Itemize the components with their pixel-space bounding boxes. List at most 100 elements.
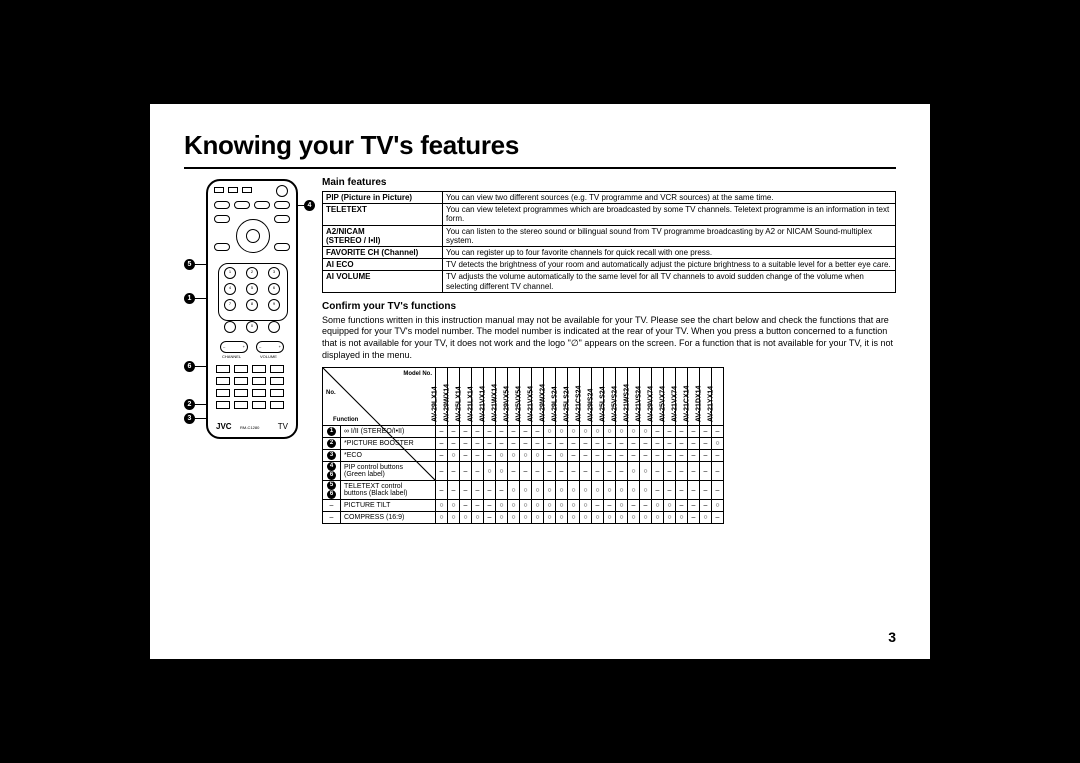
matrix-cell: – [712, 450, 724, 462]
matrix-cell: ○ [544, 481, 556, 500]
volume-rocker: –+ [256, 341, 284, 353]
row-function: TELETEXT controlbuttons (Black label) [341, 481, 436, 500]
feature-name: PIP (Picture in Picture) [323, 192, 443, 204]
matrix-cell: – [664, 426, 676, 438]
matrix-cell: – [688, 426, 700, 438]
matrix-cell: – [700, 481, 712, 500]
matrix-cell: ○ [628, 512, 640, 524]
matrix-cell: – [688, 450, 700, 462]
brand-label: JVC [216, 422, 232, 431]
matrix-cell: – [448, 426, 460, 438]
matrix-cell: ○ [652, 500, 664, 512]
matrix-cell: ○ [592, 481, 604, 500]
matrix-cell: ○ [592, 426, 604, 438]
feature-name: A2/NICAM(STEREO / I•II) [323, 225, 443, 246]
remote-button [254, 201, 270, 209]
matrix-cell: – [616, 462, 628, 481]
matrix-cell: ○ [460, 512, 472, 524]
remote-button [252, 389, 266, 397]
matrix-cell: – [712, 426, 724, 438]
function-matrix-table: Model No.No.FunctionAV-29LX14AV-29WX14AV… [322, 367, 724, 524]
callout-lead [195, 418, 207, 419]
matrix-cell: ○ [568, 481, 580, 500]
matrix-cell: ○ [664, 500, 676, 512]
matrix-cell: – [700, 500, 712, 512]
num-4: 4 [224, 283, 236, 295]
matrix-cell: ○ [640, 512, 652, 524]
feature-name: FAVORITE CH (Channel) [323, 246, 443, 258]
matrix-cell: ○ [544, 500, 556, 512]
matrix-cell: – [508, 462, 520, 481]
matrix-cell: – [460, 450, 472, 462]
row-ref: 56 [323, 481, 341, 500]
matrix-cell: – [592, 438, 604, 450]
matrix-cell: ○ [508, 512, 520, 524]
matrix-corner: Model No.No.Function [323, 368, 436, 426]
matrix-cell: – [676, 426, 688, 438]
matrix-cell: ○ [556, 481, 568, 500]
matrix-cell: – [664, 481, 676, 500]
matrix-cell: ○ [628, 426, 640, 438]
tv-label: TV [278, 422, 288, 431]
function-matrix: Model No.No.FunctionAV-29LX14AV-29WX14AV… [322, 367, 896, 524]
matrix-cell: – [628, 438, 640, 450]
matrix-cell: ○ [556, 512, 568, 524]
matrix-cell: ○ [616, 500, 628, 512]
remote-button [216, 377, 230, 385]
matrix-cell: – [628, 500, 640, 512]
callout-lead [195, 366, 207, 367]
feature-desc: You can listen to the stereo sound or bi… [443, 225, 896, 246]
matrix-cell: – [676, 438, 688, 450]
confirm-heading: Confirm your TV's functions [322, 301, 896, 312]
feature-desc: TV detects the brightness of your room a… [443, 259, 896, 271]
callout-lead [195, 298, 207, 299]
matrix-cell: – [568, 462, 580, 481]
matrix-cell: – [700, 438, 712, 450]
remote-illustration: 1 2 3 4 5 6 7 8 9 0 –+ –+ CHANNEL VOLUME [206, 179, 298, 439]
callout-lead [296, 205, 304, 206]
matrix-cell: – [652, 426, 664, 438]
matrix-cell: ○ [640, 426, 652, 438]
main-features-table: PIP (Picture in Picture)You can view two… [322, 191, 896, 293]
matrix-cell: – [484, 481, 496, 500]
matrix-cell: – [436, 438, 448, 450]
matrix-cell: ○ [532, 450, 544, 462]
matrix-cell: – [460, 481, 472, 500]
remote-button [214, 187, 224, 193]
num-1: 1 [224, 267, 236, 279]
matrix-cell: – [580, 450, 592, 462]
matrix-cell: ○ [508, 450, 520, 462]
row-function: PICTURE TILT [341, 500, 436, 512]
matrix-cell: – [688, 438, 700, 450]
matrix-cell: – [664, 450, 676, 462]
feature-desc: You can view teletext programmes which a… [443, 204, 896, 225]
remote-button [252, 401, 266, 409]
remote-button [252, 377, 266, 385]
matrix-cell: – [676, 481, 688, 500]
remote-button [214, 243, 230, 251]
matrix-cell: – [616, 438, 628, 450]
matrix-cell: ○ [448, 500, 460, 512]
matrix-cell: ○ [508, 481, 520, 500]
matrix-cell: ○ [496, 450, 508, 462]
matrix-cell: – [544, 450, 556, 462]
remote-button [216, 389, 230, 397]
matrix-cell: – [496, 481, 508, 500]
callout-badge-5: 5 [184, 259, 195, 270]
matrix-cell: ○ [436, 512, 448, 524]
matrix-cell: – [604, 450, 616, 462]
matrix-cell: – [532, 462, 544, 481]
matrix-cell: – [676, 500, 688, 512]
matrix-cell: – [484, 512, 496, 524]
matrix-cell: ○ [520, 500, 532, 512]
matrix-cell: ○ [520, 512, 532, 524]
remote-column: 1 2 3 4 5 6 7 8 9 0 –+ –+ CHANNEL VOLUME [184, 175, 312, 524]
matrix-cell: – [520, 426, 532, 438]
remote-button [214, 201, 230, 209]
num-9: 9 [268, 299, 280, 311]
matrix-cell: – [544, 462, 556, 481]
feature-desc: You can register up to four favorite cha… [443, 246, 896, 258]
matrix-cell: ○ [532, 481, 544, 500]
matrix-cell: ○ [496, 512, 508, 524]
remote-button [234, 389, 248, 397]
